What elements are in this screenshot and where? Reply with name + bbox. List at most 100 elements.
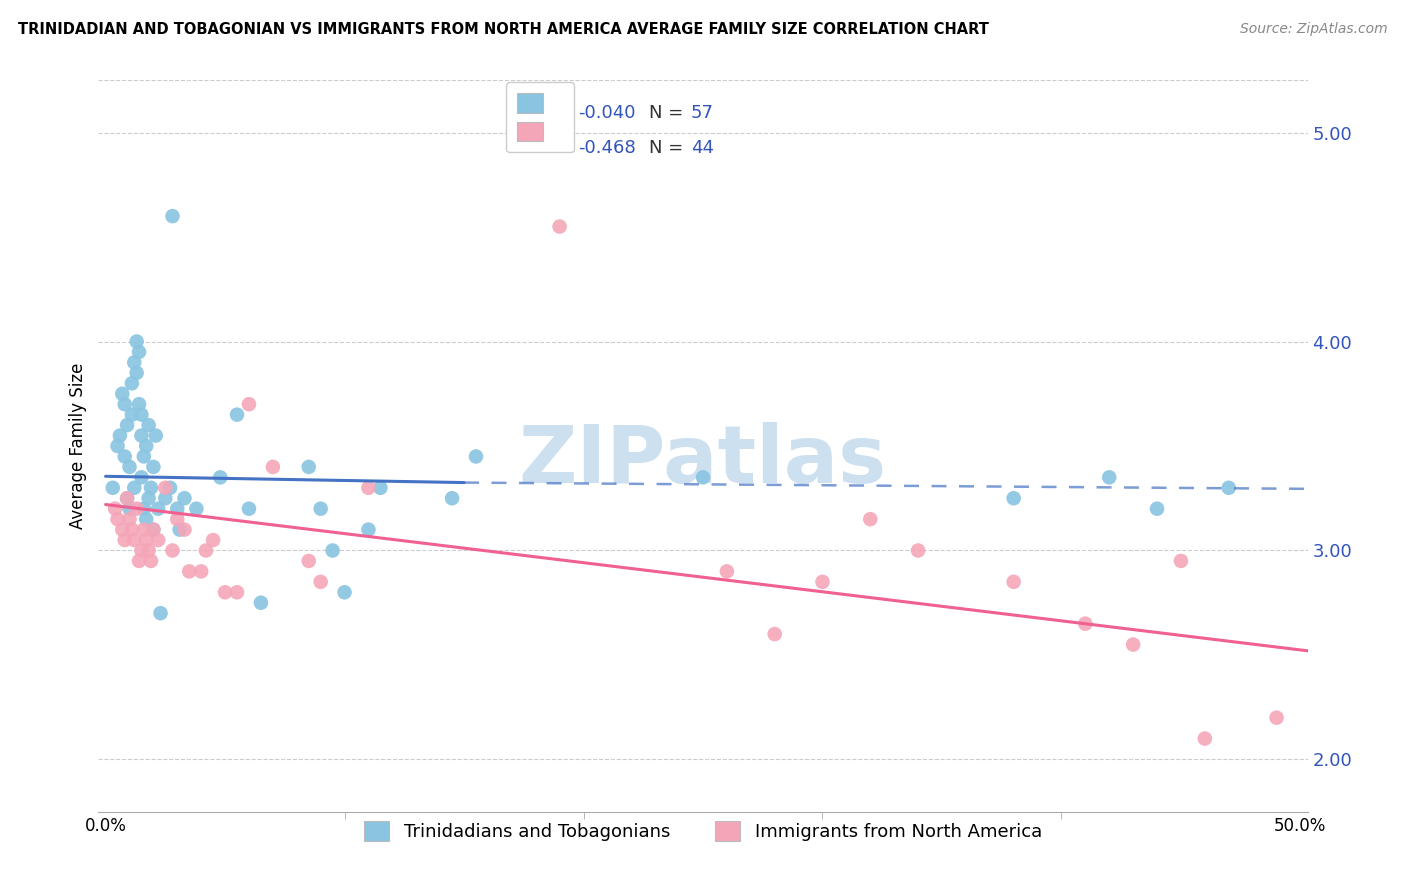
Text: -0.468: -0.468 <box>578 138 636 157</box>
Text: N =: N = <box>648 104 689 122</box>
Point <box>1265 711 1288 725</box>
Point <box>114 533 136 547</box>
Point <box>441 491 464 506</box>
Point <box>125 334 148 349</box>
Point <box>125 366 148 380</box>
Point <box>135 533 157 547</box>
Point <box>138 543 160 558</box>
Point <box>209 470 232 484</box>
Point <box>309 574 332 589</box>
Point <box>166 512 188 526</box>
Point <box>169 523 191 537</box>
Text: R =: R = <box>534 104 572 122</box>
Point <box>214 585 236 599</box>
Point <box>131 408 153 422</box>
Text: R =: R = <box>534 138 572 157</box>
Point <box>122 355 145 369</box>
Point <box>146 533 169 547</box>
Point <box>1146 501 1168 516</box>
Point <box>145 428 167 442</box>
Text: N =: N = <box>648 138 689 157</box>
Point <box>179 565 201 579</box>
Point <box>1098 470 1121 484</box>
Point <box>322 543 344 558</box>
Point <box>763 627 786 641</box>
Point <box>262 459 284 474</box>
Text: ZIPatlas: ZIPatlas <box>519 422 887 500</box>
Point <box>548 219 571 234</box>
Point <box>138 418 160 433</box>
Point <box>1194 731 1216 746</box>
Point <box>115 491 138 506</box>
Point <box>159 481 181 495</box>
Point <box>186 501 208 516</box>
Point <box>162 543 184 558</box>
Point <box>101 481 124 495</box>
Point <box>1170 554 1192 568</box>
Point <box>107 512 129 526</box>
Point <box>162 209 184 223</box>
Point <box>149 606 172 620</box>
Point <box>202 533 225 547</box>
Point <box>118 501 141 516</box>
Point <box>146 501 169 516</box>
Point <box>135 439 157 453</box>
Point <box>226 585 249 599</box>
Point <box>114 450 136 464</box>
Point <box>139 554 162 568</box>
Point <box>128 345 150 359</box>
Point <box>907 543 929 558</box>
Point <box>190 565 212 579</box>
Point <box>121 408 143 422</box>
Point <box>155 491 177 506</box>
Point <box>309 501 332 516</box>
Point <box>104 501 127 516</box>
Point <box>142 459 165 474</box>
Text: TRINIDADIAN AND TOBAGONIAN VS IMMIGRANTS FROM NORTH AMERICA AVERAGE FAMILY SIZE : TRINIDADIAN AND TOBAGONIAN VS IMMIGRANTS… <box>18 22 990 37</box>
Point <box>333 585 356 599</box>
Point <box>131 543 153 558</box>
Point <box>118 512 141 526</box>
Text: 44: 44 <box>690 138 714 157</box>
Point <box>138 491 160 506</box>
Point <box>107 439 129 453</box>
Legend: Trinidadians and Tobagonians, Immigrants from North America: Trinidadians and Tobagonians, Immigrants… <box>354 813 1052 850</box>
Text: -0.040: -0.040 <box>578 104 636 122</box>
Point <box>128 397 150 411</box>
Y-axis label: Average Family Size: Average Family Size <box>69 363 87 529</box>
Point <box>155 481 177 495</box>
Point <box>115 491 138 506</box>
Point <box>108 428 131 442</box>
Point <box>111 386 134 401</box>
Point <box>357 523 380 537</box>
Point <box>118 459 141 474</box>
Point <box>139 481 162 495</box>
Point <box>298 554 321 568</box>
Point <box>1218 481 1240 495</box>
Point <box>114 397 136 411</box>
Point <box>357 481 380 495</box>
Point <box>1074 616 1097 631</box>
Point <box>370 481 392 495</box>
Point <box>250 596 273 610</box>
Point <box>1122 638 1144 652</box>
Point <box>173 491 195 506</box>
Point <box>238 397 260 411</box>
Point <box>132 501 155 516</box>
Point <box>131 428 153 442</box>
Point <box>132 523 155 537</box>
Point <box>811 574 834 589</box>
Point <box>122 533 145 547</box>
Text: 57: 57 <box>690 104 714 122</box>
Point <box>115 418 138 433</box>
Point <box>111 523 134 537</box>
Point <box>121 523 143 537</box>
Point <box>1002 574 1025 589</box>
Point <box>135 512 157 526</box>
Point <box>128 554 150 568</box>
Point <box>122 481 145 495</box>
Point <box>298 459 321 474</box>
Text: Source: ZipAtlas.com: Source: ZipAtlas.com <box>1240 22 1388 37</box>
Point <box>132 450 155 464</box>
Point <box>173 523 195 537</box>
